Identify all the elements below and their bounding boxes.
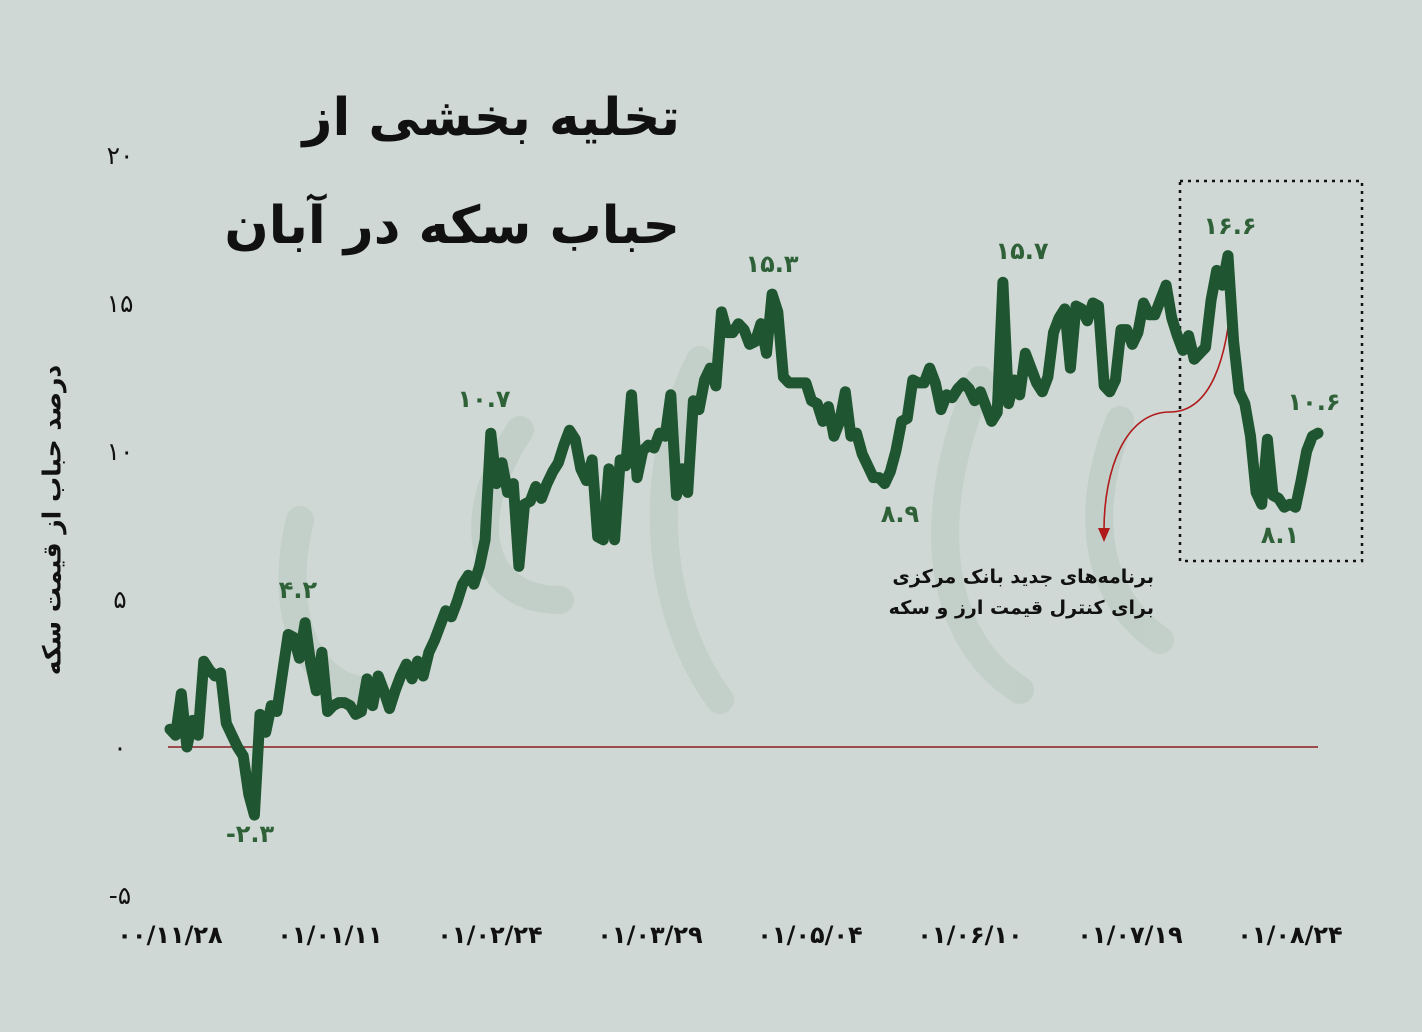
annotation-note-line1: برنامه‌های جدید بانک مرکزی xyxy=(892,566,1154,588)
highlight-box xyxy=(1178,179,1364,563)
x-tick-label: ۰۱/۰۵/۰۴ xyxy=(757,921,862,949)
x-tick-label: ۰۱/۰۶/۱۰ xyxy=(917,921,1022,949)
y-axis-label: درصد حباب از قیمت سکه xyxy=(37,364,67,676)
y-tick-label: ۱۰ xyxy=(107,437,134,466)
label-4-2: ۴.۲ xyxy=(279,576,318,604)
label-10-6: ۱۰.۶ xyxy=(1287,388,1340,416)
x-tick-label: ۰۱/۰۲/۲۴ xyxy=(437,921,542,949)
chart-title-line2: حباب سکه در آبان xyxy=(224,196,680,256)
annotation-note-line2: برای کنترل قیمت ارز و سکه xyxy=(888,597,1154,619)
label-8-1: ۸.۱ xyxy=(1261,521,1299,549)
label-8-9: ۸.۹ xyxy=(881,500,920,528)
x-tick-label: ۰۱/۰۱/۱۱ xyxy=(277,921,382,949)
label-min: -۲.۳ xyxy=(226,820,275,848)
chart-title-line1: تخلیه بخشی از xyxy=(302,88,680,148)
x-tick-label: ۰۱/۰۸/۲۴ xyxy=(1237,921,1342,949)
series-line xyxy=(164,250,1324,821)
annotation-note: برنامه‌های جدید بانک مرکزی برای کنترل قی… xyxy=(834,562,1154,624)
y-tick-label: -۵ xyxy=(109,881,131,910)
y-tick-label: ۰ xyxy=(113,733,126,762)
label-10-7: ۱۰.۷ xyxy=(457,385,510,413)
y-tick-label: ۲۰ xyxy=(107,141,134,170)
label-15-3: ۱۵.۳ xyxy=(745,250,798,278)
x-tick-label: ۰۱/۰۳/۲۹ xyxy=(597,921,703,949)
x-tick-label: ۰۰/۱۱/۲۸ xyxy=(117,921,223,949)
x-tick-label: ۰۱/۰۷/۱۹ xyxy=(1077,921,1183,949)
y-tick-label: ۵ xyxy=(113,585,126,614)
annotation-arrowhead xyxy=(1098,528,1110,542)
y-tick-label: ۱۵ xyxy=(107,289,134,318)
label-16-6: ۱۶.۶ xyxy=(1203,212,1256,240)
label-15-7: ۱۵.۷ xyxy=(995,237,1048,265)
watermark xyxy=(278,346,1174,714)
annotation-arrow xyxy=(1103,287,1233,531)
